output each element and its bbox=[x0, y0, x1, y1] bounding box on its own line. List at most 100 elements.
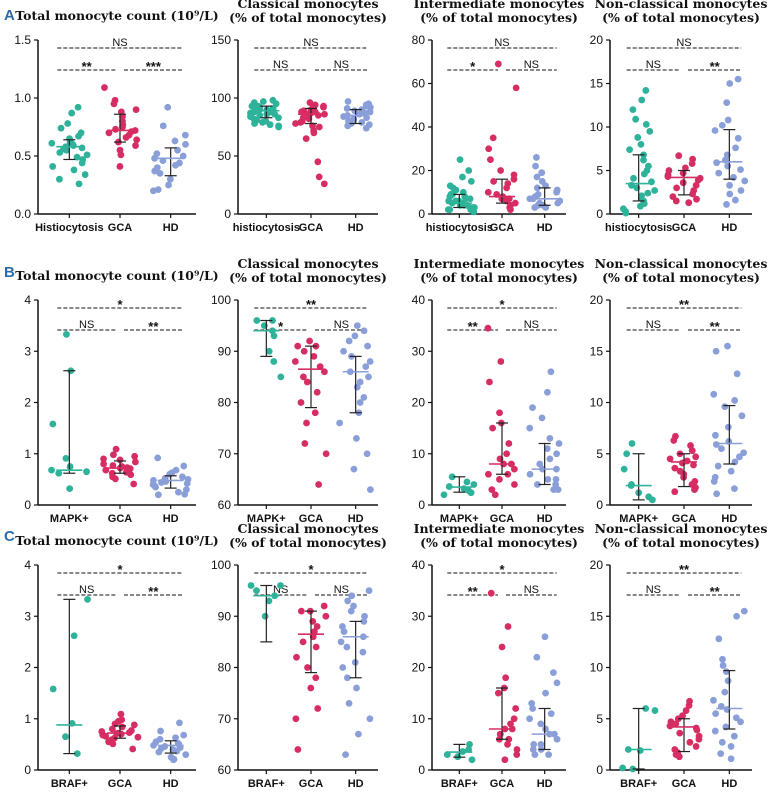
data-point bbox=[497, 167, 505, 174]
panel-label: A bbox=[4, 7, 15, 24]
data-point bbox=[710, 696, 717, 704]
y-tick-label: 5 bbox=[596, 447, 603, 461]
data-point bbox=[731, 485, 738, 492]
data-point bbox=[364, 342, 371, 350]
data-point bbox=[737, 718, 744, 726]
y-tick-label: 0 bbox=[596, 763, 603, 777]
data-point bbox=[353, 322, 361, 330]
data-point bbox=[731, 397, 739, 404]
data-point bbox=[498, 643, 506, 651]
data-point bbox=[344, 122, 352, 130]
data-point bbox=[294, 746, 302, 753]
y-tick-label: 0 bbox=[24, 498, 31, 512]
y-tick-label: 30 bbox=[412, 609, 426, 623]
x-tick-label: HD bbox=[537, 222, 553, 234]
data-point bbox=[543, 445, 551, 453]
panel-B-4: Non-classical monocytes(% of total monoc… bbox=[590, 256, 768, 525]
data-point bbox=[497, 358, 505, 365]
data-point bbox=[489, 134, 497, 142]
data-point bbox=[310, 352, 318, 360]
x-tick-label: histiocytosis bbox=[233, 222, 300, 234]
data-point bbox=[62, 733, 69, 741]
data-point bbox=[84, 595, 91, 603]
data-point bbox=[470, 208, 478, 216]
data-point bbox=[261, 612, 269, 620]
data-point bbox=[552, 475, 560, 483]
data-point bbox=[462, 195, 470, 203]
y-tick-label: 40 bbox=[412, 558, 426, 572]
data-point bbox=[336, 419, 344, 427]
panel-title: Non-classical monocytes bbox=[595, 0, 768, 11]
data-point bbox=[726, 190, 734, 198]
panel-A-2: Classical monocytes(% of total monocytes… bbox=[211, 0, 387, 234]
data-point bbox=[299, 638, 307, 646]
panel-title: (% of total monocytes) bbox=[229, 10, 387, 25]
y-tick-label: 0 bbox=[596, 207, 603, 221]
y-tick-label: 3 bbox=[24, 344, 31, 358]
data-point bbox=[682, 707, 690, 714]
data-point bbox=[117, 730, 125, 738]
x-tick-label: GCA bbox=[672, 778, 697, 790]
data-point bbox=[170, 756, 177, 764]
data-point bbox=[314, 112, 322, 119]
y-tick-label: 4 bbox=[24, 558, 31, 572]
data-point bbox=[55, 469, 63, 477]
data-point bbox=[510, 175, 518, 183]
data-point bbox=[297, 607, 305, 615]
data-point bbox=[686, 738, 694, 746]
data-point bbox=[337, 638, 345, 646]
data-point bbox=[526, 424, 534, 432]
data-point bbox=[533, 173, 541, 181]
data-point bbox=[534, 481, 541, 488]
significance-label: NS bbox=[79, 584, 94, 596]
data-point bbox=[689, 190, 697, 198]
data-point bbox=[546, 434, 554, 442]
data-point bbox=[507, 720, 514, 728]
data-point bbox=[651, 707, 659, 714]
data-point bbox=[134, 733, 142, 741]
data-point bbox=[676, 729, 684, 737]
y-tick-label: 0 bbox=[596, 498, 603, 512]
significance-label: NS bbox=[646, 319, 661, 331]
data-point bbox=[68, 109, 76, 117]
x-tick-label: BRAF+ bbox=[51, 778, 88, 790]
data-point bbox=[664, 173, 672, 180]
data-point bbox=[275, 114, 282, 122]
data-point bbox=[356, 378, 364, 386]
data-point bbox=[122, 134, 130, 141]
data-point bbox=[343, 643, 351, 651]
y-tick-label: 5 bbox=[596, 712, 603, 726]
significance-label: NS bbox=[646, 584, 661, 596]
data-point bbox=[164, 103, 172, 111]
data-point bbox=[159, 122, 167, 130]
y-tick-label: 20 bbox=[590, 558, 604, 572]
data-point bbox=[174, 146, 181, 154]
y-tick-label: 4 bbox=[24, 293, 31, 307]
x-tick-label: HD bbox=[537, 513, 553, 525]
data-point bbox=[291, 358, 299, 365]
data-point bbox=[723, 99, 731, 107]
data-point bbox=[533, 653, 541, 661]
data-point bbox=[297, 399, 305, 406]
data-point bbox=[727, 467, 735, 475]
panel-label: C bbox=[4, 528, 15, 545]
significance-label: * bbox=[117, 562, 123, 577]
x-tick-label: HD bbox=[163, 778, 179, 790]
data-point bbox=[171, 137, 179, 145]
data-point bbox=[116, 456, 124, 464]
data-point bbox=[531, 751, 539, 759]
data-point bbox=[718, 121, 726, 129]
data-point bbox=[463, 478, 471, 486]
x-tick-label: MAPK+ bbox=[619, 513, 658, 525]
data-point bbox=[489, 424, 497, 432]
data-point bbox=[496, 475, 503, 483]
data-point bbox=[321, 110, 328, 118]
x-tick-label: BRAF+ bbox=[248, 778, 285, 790]
data-point bbox=[724, 162, 732, 170]
significance-label: *** bbox=[146, 59, 162, 74]
data-point bbox=[541, 633, 549, 641]
data-point bbox=[692, 743, 700, 750]
x-tick-label: HD bbox=[348, 513, 364, 525]
x-tick-label: HD bbox=[163, 513, 179, 525]
data-point bbox=[119, 123, 126, 131]
